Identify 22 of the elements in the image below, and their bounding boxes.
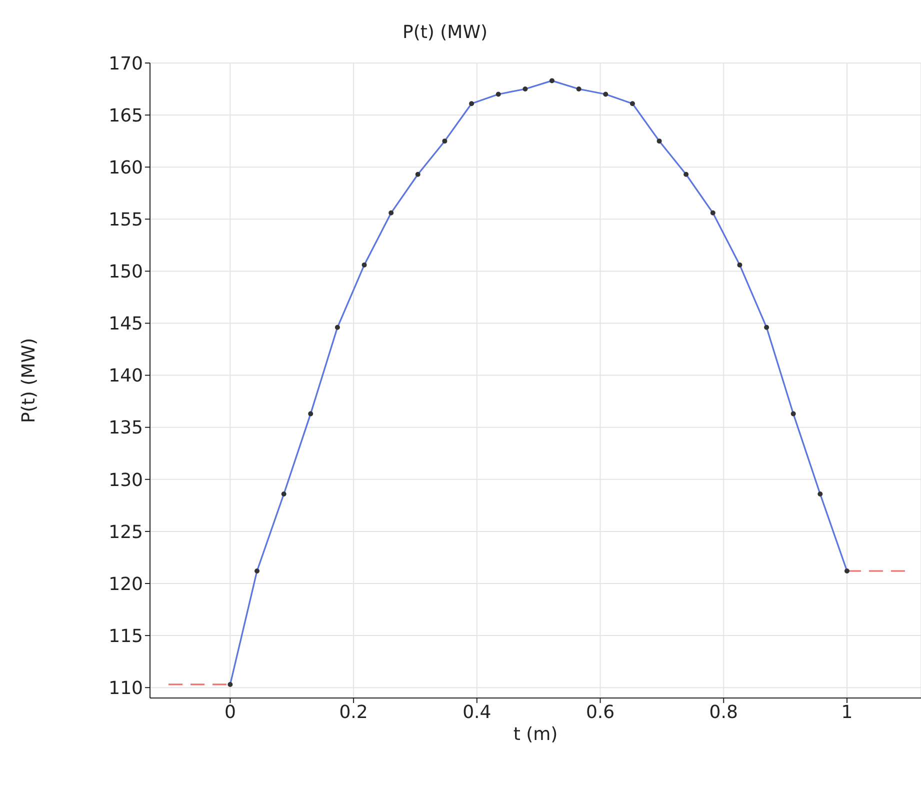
y-tick-label: 115	[108, 626, 143, 647]
y-axis-title: P(t) (MW)	[18, 338, 40, 424]
chart-title: P(t) (MW)	[402, 22, 488, 43]
y-tick-label: 135	[108, 418, 143, 439]
y-tick-label: 140	[108, 366, 143, 387]
y-tick-label: 165	[108, 105, 143, 126]
y-tick-label: 120	[108, 574, 143, 595]
y-tick-label: 160	[108, 157, 143, 178]
y-tick-label: 145	[108, 314, 143, 335]
y-tick-label: 130	[108, 470, 143, 491]
x-tick-label: 0.8	[709, 702, 738, 723]
x-tick-label: 0.2	[339, 702, 368, 723]
y-tick-label: 110	[108, 678, 143, 699]
x-tick-label: 0.4	[462, 702, 492, 723]
x-tick-label: 0.6	[586, 702, 615, 723]
y-tick-label: 155	[108, 210, 143, 231]
y-tick-label: 170	[108, 53, 143, 74]
y-tick-label: 125	[108, 522, 143, 543]
x-tick-label: 0	[224, 702, 236, 723]
x-tick-label: 1	[841, 702, 853, 723]
x-axis-title: t (m)	[513, 724, 558, 745]
y-tick-label: 150	[108, 262, 143, 283]
